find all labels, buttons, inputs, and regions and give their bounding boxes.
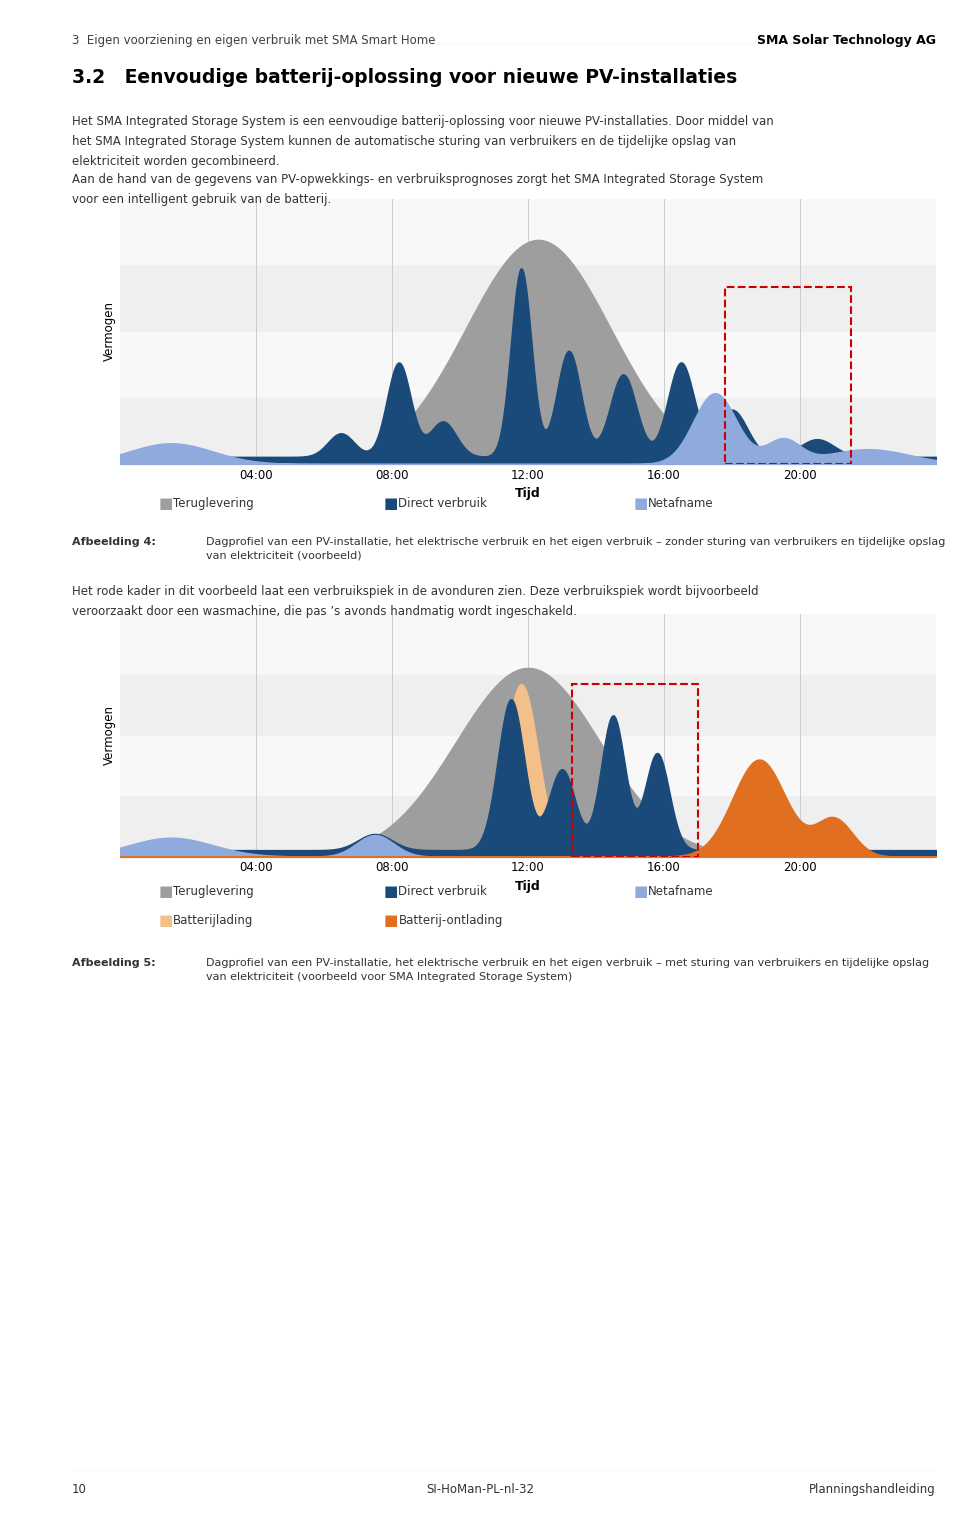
Text: SMA Solar Technology AG: SMA Solar Technology AG: [757, 33, 936, 47]
X-axis label: Tijd: Tijd: [516, 487, 540, 500]
Text: Netafname: Netafname: [648, 497, 713, 509]
Text: het SMA Integrated Storage System kunnen de automatische sturing van verbruikers: het SMA Integrated Storage System kunnen…: [72, 135, 736, 149]
Text: 3.2   Eenvoudige batterij-oplossing voor nieuwe PV-installaties: 3.2 Eenvoudige batterij-oplossing voor n…: [72, 68, 737, 88]
Text: Aan de hand van de gegevens van PV-opwekkings- en verbruiksprognoses zorgt het S: Aan de hand van de gegevens van PV-opwek…: [72, 173, 763, 186]
Bar: [725, 287, 851, 464]
Text: Afbeelding 5:: Afbeelding 5:: [72, 958, 156, 969]
Bar: [120, 675, 936, 735]
Text: ■: ■: [384, 496, 398, 511]
Text: Direct verbruik: Direct verbruik: [398, 885, 488, 897]
Text: Direct verbruik: Direct verbruik: [398, 497, 488, 509]
Text: ■: ■: [384, 884, 398, 899]
Text: Batterij-ontlading: Batterij-ontlading: [398, 914, 503, 926]
Text: ■: ■: [384, 913, 398, 928]
Text: Teruglevering: Teruglevering: [173, 497, 253, 509]
Text: ■: ■: [634, 884, 648, 899]
Text: veroorzaakt door een wasmachine, die pas ’s avonds handmatig wordt ingeschakeld.: veroorzaakt door een wasmachine, die pas…: [72, 605, 577, 619]
Text: elektriciteit worden gecombineerd.: elektriciteit worden gecombineerd.: [72, 155, 279, 168]
Bar: [572, 684, 698, 857]
Text: Teruglevering: Teruglevering: [173, 885, 253, 897]
Text: Het rode kader in dit voorbeeld laat een verbruikspiek in de avonduren zien. Dez: Het rode kader in dit voorbeeld laat een…: [72, 585, 758, 599]
Text: ■: ■: [158, 496, 173, 511]
Text: Planningshandleiding: Planningshandleiding: [809, 1483, 936, 1496]
Text: 3  Eigen voorziening en eigen verbruik met SMA Smart Home: 3 Eigen voorziening en eigen verbruik me…: [72, 33, 436, 47]
Y-axis label: Vermogen: Vermogen: [103, 302, 116, 361]
Y-axis label: Vermogen: Vermogen: [103, 705, 116, 766]
Text: Het SMA Integrated Storage System is een eenvoudige batterij-oplossing voor nieu: Het SMA Integrated Storage System is een…: [72, 115, 774, 129]
Text: Netafname: Netafname: [648, 885, 713, 897]
Text: ■: ■: [634, 496, 648, 511]
Text: Batterijlading: Batterijlading: [173, 914, 253, 926]
Bar: [120, 265, 936, 332]
Bar: [120, 397, 936, 464]
Text: Afbeelding 4:: Afbeelding 4:: [72, 537, 156, 547]
Text: 10: 10: [72, 1483, 86, 1496]
Text: SI-HoMan-PL-nl-32: SI-HoMan-PL-nl-32: [426, 1483, 534, 1496]
X-axis label: Tijd: Tijd: [516, 879, 540, 893]
Text: Dagprofiel van een PV-installatie, het elektrische verbruik en het eigen verbrui: Dagprofiel van een PV-installatie, het e…: [206, 958, 929, 982]
Bar: [120, 796, 936, 857]
Text: ■: ■: [158, 913, 173, 928]
Text: ■: ■: [158, 884, 173, 899]
Text: voor een intelligent gebruik van de batterij.: voor een intelligent gebruik van de batt…: [72, 193, 331, 206]
Text: Dagprofiel van een PV-installatie, het elektrische verbruik en het eigen verbrui: Dagprofiel van een PV-installatie, het e…: [206, 537, 946, 561]
